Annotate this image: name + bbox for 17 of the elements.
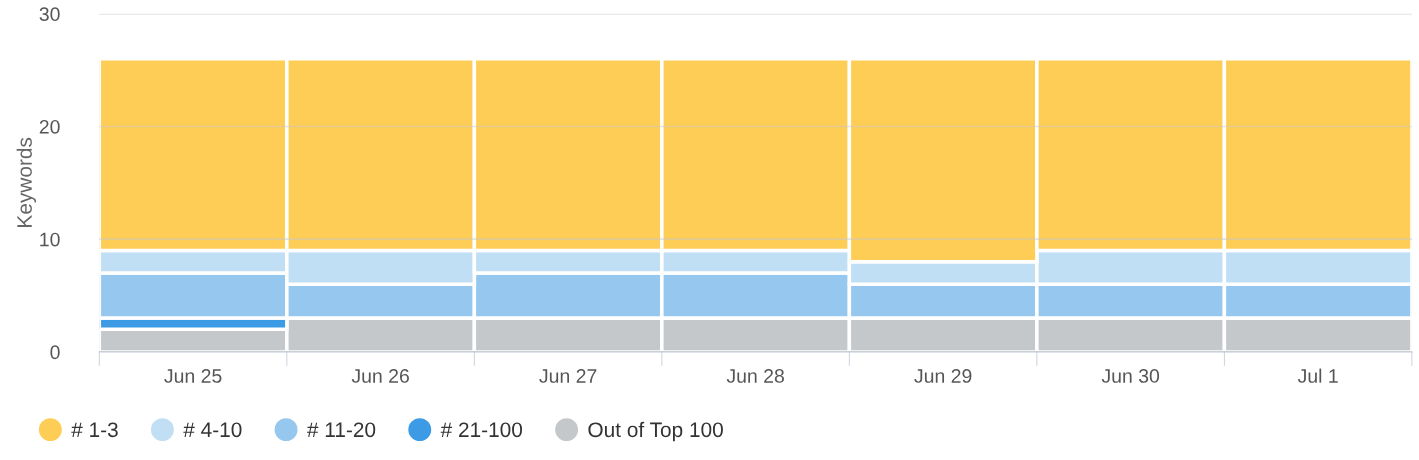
- legend-label: # 4-10: [183, 422, 242, 438]
- x-tick-label: Jul 1: [1297, 368, 1338, 383]
- legend-label: # 1-3: [71, 422, 118, 438]
- x-tick-label: Jun 25: [164, 369, 222, 383]
- legend-label: Out of Top 100: [588, 421, 723, 442]
- legend-label: # 11-20: [307, 422, 376, 438]
- legend-label: # 21-100: [440, 422, 523, 438]
- x-tick-label: Jun 28: [726, 369, 784, 383]
- y-tick-label: 30: [39, 7, 60, 22]
- x-tick-label: Jun 29: [914, 369, 972, 383]
- y-tick-label: 20: [39, 119, 60, 134]
- y-axis-title: Keywords: [16, 137, 37, 227]
- x-tick-label: Jun 30: [1101, 369, 1160, 383]
- y-tick-label: 0: [50, 345, 60, 360]
- y-tick-label: 10: [40, 232, 60, 247]
- x-tick-label: Jun 26: [351, 369, 409, 383]
- x-tick-label: Jun 27: [539, 369, 597, 383]
